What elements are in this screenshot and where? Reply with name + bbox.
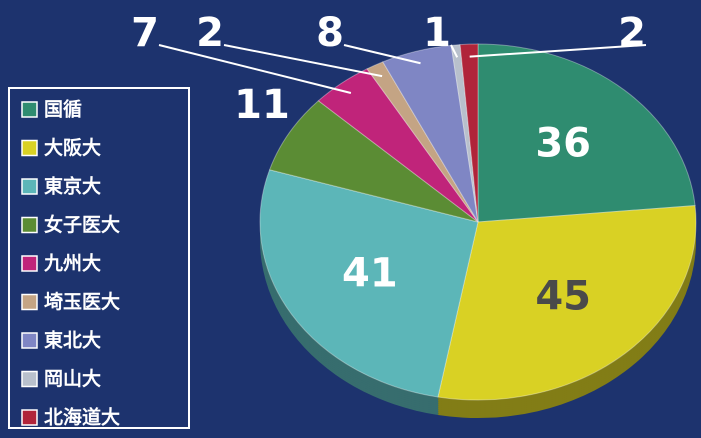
slice — [437, 205, 697, 401]
legend-label: 岡山大 — [44, 367, 101, 390]
legend-label: 北海道大 — [44, 406, 120, 429]
leader-line — [450, 44, 459, 58]
legend-swatch — [21, 370, 38, 388]
value-label: 36 — [535, 121, 591, 167]
legend-label: 東北大 — [44, 329, 101, 352]
legend-swatch — [21, 409, 38, 426]
legend-box — [8, 87, 190, 429]
leader-line — [469, 44, 647, 58]
value-label: 7 — [131, 10, 159, 56]
legend-swatch — [21, 139, 38, 157]
legend-label: 九州大 — [43, 252, 101, 275]
legend-swatch — [21, 101, 38, 118]
value-label: 8 — [316, 10, 344, 56]
slice — [459, 43, 479, 223]
slice — [259, 169, 479, 398]
legend-swatch — [21, 332, 38, 349]
value-label: 41 — [342, 250, 398, 296]
legend-label: 大阪大 — [44, 136, 101, 159]
legend-label: 埼玉医大 — [44, 290, 120, 313]
leader-line — [223, 44, 383, 78]
legend-swatch — [21, 216, 38, 234]
legend-swatch — [21, 293, 38, 311]
value-label: 2 — [618, 10, 646, 56]
legend-label: 女子医大 — [44, 213, 120, 236]
slice — [268, 100, 479, 223]
leader-line — [158, 44, 352, 95]
slice — [317, 68, 479, 223]
value-label: 2 — [196, 10, 224, 56]
legend-label: 国循 — [44, 98, 82, 121]
value-label: 11 — [234, 82, 290, 128]
legend-swatch — [21, 178, 38, 195]
slice — [477, 43, 696, 223]
leader-line — [343, 44, 421, 65]
value-label: 45 — [535, 273, 591, 319]
legend-label: 東京大 — [44, 175, 101, 198]
value-label: 1 — [423, 10, 451, 56]
slice — [366, 61, 479, 223]
legend-swatch — [21, 255, 38, 272]
